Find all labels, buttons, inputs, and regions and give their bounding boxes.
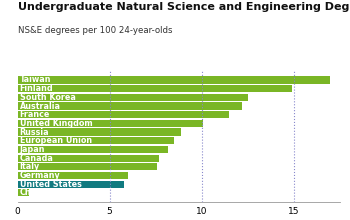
Text: Germany: Germany [20, 171, 61, 180]
Text: Finland: Finland [20, 84, 53, 93]
Bar [18, 76, 330, 84]
Bar [18, 154, 159, 162]
Text: South Korea: South Korea [20, 93, 76, 102]
Bar [18, 172, 128, 179]
Bar [18, 163, 158, 170]
Text: Italy: Italy [20, 162, 40, 171]
Text: European Union: European Union [20, 136, 92, 145]
Text: United Kingdom: United Kingdom [20, 119, 92, 128]
Bar [18, 85, 292, 92]
Bar [18, 103, 242, 110]
Text: Undergraduate Natural Science and Engineering Degrees: Undergraduate Natural Science and Engine… [18, 2, 350, 12]
Text: Taiwan: Taiwan [20, 75, 51, 84]
Bar [18, 146, 168, 153]
Text: France: France [20, 110, 50, 119]
Bar [18, 189, 29, 196]
Bar [18, 111, 229, 118]
Text: Australia: Australia [20, 101, 61, 110]
Text: Russia: Russia [20, 128, 49, 137]
Text: Japan: Japan [20, 145, 45, 154]
Bar [18, 128, 181, 136]
Bar [18, 120, 203, 127]
Text: Canada: Canada [20, 154, 54, 163]
Bar [18, 94, 247, 101]
Text: NS&E degrees per 100 24-year-olds: NS&E degrees per 100 24-year-olds [18, 26, 172, 35]
Bar [18, 137, 174, 144]
Bar [18, 181, 124, 188]
Text: China: China [20, 188, 46, 197]
Text: United States: United States [20, 180, 82, 189]
